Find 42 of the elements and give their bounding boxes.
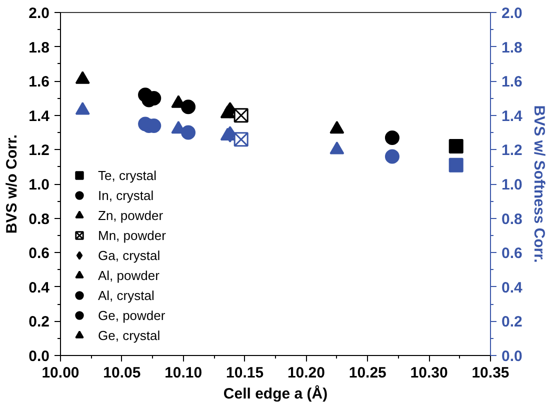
y2-tick-label: 1.0 <box>502 176 522 194</box>
y-axis-title: BVS w/o Corr. <box>4 134 21 234</box>
legend-label: In, crystal <box>98 188 154 202</box>
y2-tick-label: 0.0 <box>502 348 522 365</box>
x-tick-label: 10.05 <box>103 364 141 382</box>
y2-tick-label: 2.0 <box>502 5 522 22</box>
legend-label: Zn, powder <box>98 208 164 222</box>
x-tick-label: 10.00 <box>42 364 80 382</box>
legend-label: Al, powder <box>98 268 160 282</box>
y2-axis-title: BVS w/ Softness Corr. <box>530 105 548 263</box>
y-tick-label: 2.0 <box>28 5 50 22</box>
legend-label: Ga, crystal <box>98 248 160 262</box>
x-tick-label: 10.35 <box>472 364 510 382</box>
x-tick-label: 10.25 <box>348 364 386 382</box>
y2-tick-label: 0.2 <box>502 314 522 331</box>
y-tick-label: 1.8 <box>28 39 50 56</box>
y-tick-label: 0.0 <box>28 348 50 365</box>
y2-tick-label: 1.8 <box>502 39 522 56</box>
x-tick-label: 10.10 <box>164 364 202 382</box>
y2-tick-label: 0.8 <box>502 210 522 228</box>
y-tick-label: 0.2 <box>28 314 50 331</box>
x-tick-label: 10.15 <box>226 364 264 382</box>
x-axis-title: Cell edge a (Å) <box>223 384 328 402</box>
legend-label: Ge, crystal <box>98 328 160 342</box>
x-tick-label: 10.20 <box>287 364 325 382</box>
y2-tick-label: 1.6 <box>502 74 522 91</box>
y-tick-label: 0.8 <box>28 210 50 228</box>
y-tick-label: 1.6 <box>28 74 50 91</box>
y2-tick-label: 1.4 <box>502 108 524 125</box>
legend-label: Te, crystal <box>98 168 157 182</box>
y2-tick-label: 0.6 <box>502 245 522 262</box>
legend-label: Al, crystal <box>98 288 154 302</box>
y-tick-label: 1.4 <box>28 108 50 125</box>
y-tick-label: 0.6 <box>28 245 50 262</box>
y-tick-label: 1.0 <box>28 176 50 194</box>
y-tick-label: 1.2 <box>28 142 50 160</box>
y-tick-label: 0.4 <box>28 279 50 296</box>
y2-tick-label: 1.2 <box>502 142 522 160</box>
x-tick-label: 10.30 <box>410 364 448 382</box>
legend-label: Mn, powder <box>98 228 166 242</box>
legend-label: Ge, powder <box>98 308 166 322</box>
y2-tick-label: 0.4 <box>502 279 524 296</box>
